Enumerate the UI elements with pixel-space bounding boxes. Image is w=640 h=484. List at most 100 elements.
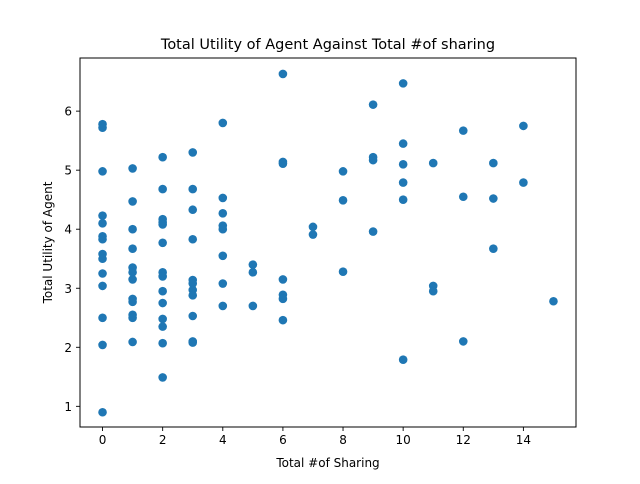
data-point bbox=[158, 298, 167, 308]
data-point bbox=[248, 268, 258, 277]
data-point bbox=[308, 222, 318, 232]
data-point bbox=[398, 195, 408, 204]
data-point bbox=[278, 275, 288, 284]
data-point bbox=[428, 286, 438, 296]
data-point bbox=[218, 251, 228, 261]
data-point bbox=[98, 219, 107, 228]
x-tick-label: 10 bbox=[396, 433, 411, 447]
data-point bbox=[158, 220, 167, 229]
data-point bbox=[248, 260, 258, 269]
data-point bbox=[98, 313, 107, 323]
data-point bbox=[368, 100, 378, 109]
data-point bbox=[519, 178, 528, 187]
data-point bbox=[278, 69, 288, 79]
y-tick-label: 3 bbox=[64, 282, 72, 296]
data-point bbox=[458, 337, 468, 346]
y-tick-label: 6 bbox=[64, 105, 72, 119]
data-point bbox=[218, 118, 228, 128]
x-axis-label: Total #of Sharing bbox=[275, 456, 379, 470]
data-point bbox=[158, 184, 167, 194]
data-point bbox=[218, 193, 228, 203]
data-point bbox=[188, 234, 198, 244]
data-point bbox=[188, 311, 198, 321]
data-point bbox=[489, 194, 498, 203]
x-tick-label: 12 bbox=[456, 433, 471, 447]
data-point bbox=[188, 338, 198, 347]
plot-frame bbox=[79, 57, 577, 428]
data-point bbox=[458, 126, 468, 135]
data-point bbox=[128, 268, 137, 277]
data-point bbox=[98, 269, 107, 278]
data-point bbox=[218, 224, 228, 234]
chart-title: Total Utility of Agent Against Total #of… bbox=[160, 37, 495, 53]
data-point bbox=[188, 205, 198, 215]
data-point bbox=[489, 244, 498, 253]
data-point bbox=[128, 313, 137, 323]
data-point bbox=[188, 184, 198, 194]
data-point bbox=[98, 254, 107, 264]
x-tick-label: 8 bbox=[339, 433, 347, 447]
data-point bbox=[218, 208, 228, 218]
y-axis: 1 2 3 4 5 6 bbox=[64, 105, 80, 414]
data-point bbox=[519, 121, 528, 131]
data-point bbox=[158, 314, 167, 324]
data-point bbox=[188, 148, 198, 157]
y-tick-label: 4 bbox=[64, 223, 72, 237]
data-point bbox=[398, 178, 408, 187]
data-point bbox=[368, 155, 378, 165]
x-tick-label: 6 bbox=[279, 433, 287, 447]
data-point bbox=[98, 234, 107, 244]
data-point bbox=[98, 211, 107, 220]
data-point bbox=[428, 158, 438, 168]
y-tick-label: 2 bbox=[64, 341, 72, 355]
data-point bbox=[98, 281, 107, 291]
data-point bbox=[458, 192, 468, 202]
data-point bbox=[218, 301, 228, 311]
data-points bbox=[98, 69, 558, 417]
data-point bbox=[489, 158, 498, 168]
x-tick-label: 4 bbox=[219, 433, 227, 447]
data-point bbox=[338, 167, 348, 176]
data-point bbox=[158, 272, 167, 281]
data-point bbox=[98, 167, 107, 176]
data-point bbox=[398, 355, 408, 364]
data-point bbox=[158, 286, 167, 296]
data-point bbox=[128, 297, 137, 307]
data-point bbox=[128, 164, 137, 173]
data-point bbox=[398, 139, 408, 148]
x-tick-label: 2 bbox=[159, 433, 167, 447]
data-point bbox=[98, 123, 107, 132]
data-point bbox=[158, 373, 167, 382]
x-tick-label: 14 bbox=[516, 433, 531, 447]
data-point bbox=[158, 322, 167, 331]
data-point bbox=[398, 159, 408, 169]
data-point bbox=[278, 294, 288, 304]
data-point bbox=[158, 238, 167, 248]
y-tick-label: 5 bbox=[64, 164, 72, 178]
data-point bbox=[158, 152, 167, 162]
data-point bbox=[188, 279, 198, 288]
data-point bbox=[308, 230, 318, 239]
y-axis-label: Total Utility of Agent bbox=[41, 181, 55, 304]
data-point bbox=[549, 296, 558, 306]
data-point bbox=[398, 79, 408, 88]
data-point bbox=[188, 291, 198, 300]
x-tick-label: 0 bbox=[99, 433, 107, 447]
x-axis: 0 2 4 6 8 10 12 14 bbox=[99, 427, 531, 447]
data-point bbox=[128, 275, 137, 284]
data-point bbox=[128, 197, 137, 206]
data-point bbox=[98, 340, 107, 350]
data-point bbox=[248, 301, 258, 311]
data-point bbox=[128, 224, 137, 234]
data-point bbox=[338, 195, 348, 205]
data-point bbox=[368, 227, 378, 236]
data-point bbox=[338, 267, 348, 277]
data-point bbox=[158, 338, 167, 348]
data-point bbox=[218, 279, 228, 288]
data-point bbox=[128, 244, 137, 253]
y-tick-label: 1 bbox=[64, 400, 72, 414]
data-point bbox=[98, 407, 107, 417]
data-point bbox=[278, 315, 288, 325]
